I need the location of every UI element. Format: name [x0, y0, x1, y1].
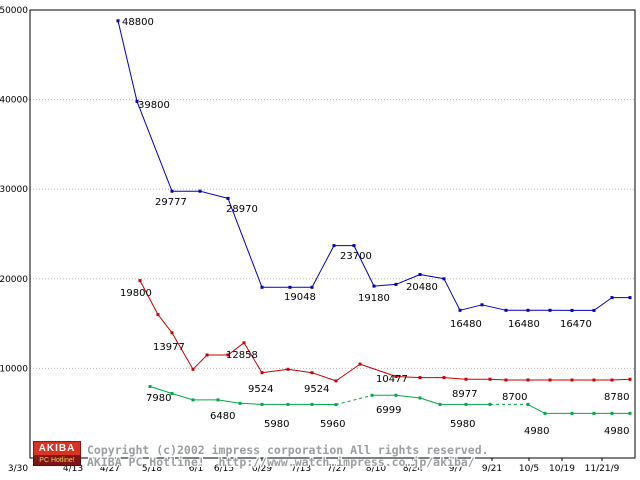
- svg-text:6999: 6999: [376, 405, 401, 416]
- svg-text:8977: 8977: [452, 389, 477, 400]
- svg-text:10/5: 10/5: [519, 464, 539, 474]
- svg-text:8780: 8780: [604, 392, 629, 403]
- copyright-line-2: AKIBA PC Hotline! http://www.watch.impre…: [87, 455, 475, 469]
- series-green: [148, 385, 632, 415]
- svg-text:20000: 20000: [0, 275, 28, 285]
- svg-text:10000: 10000: [0, 364, 28, 374]
- svg-text:10477: 10477: [376, 374, 408, 385]
- svg-text:7/27: 7/27: [327, 464, 347, 474]
- svg-text:30000: 30000: [0, 185, 28, 195]
- svg-text:16480: 16480: [450, 319, 482, 330]
- svg-text:9524: 9524: [304, 384, 329, 395]
- svg-text:19800: 19800: [120, 288, 152, 299]
- svg-text:4980: 4980: [524, 426, 549, 437]
- svg-text:4980: 4980: [604, 426, 629, 437]
- svg-text:7/13: 7/13: [291, 464, 311, 474]
- svg-text:4/27: 4/27: [100, 464, 120, 474]
- svg-text:9/7: 9/7: [449, 464, 463, 474]
- svg-text:5/18: 5/18: [142, 464, 162, 474]
- svg-text:8/24: 8/24: [403, 464, 423, 474]
- series-red: [138, 279, 632, 383]
- series-blue: [116, 19, 632, 312]
- point-labels: 48800 39800 29777 28970 19048 23700 19180 20480…: [120, 17, 629, 437]
- copyright-line-1: Copyright (c)2002 impress corporation Al…: [87, 443, 489, 457]
- svg-text:8/10: 8/10: [366, 464, 386, 474]
- svg-text:28970: 28970: [226, 204, 258, 215]
- svg-text:9/21: 9/21: [482, 464, 502, 474]
- logo-subtitle: PC Hotline!: [33, 456, 81, 466]
- svg-text:48800: 48800: [122, 17, 154, 28]
- svg-text:13977: 13977: [153, 342, 185, 353]
- svg-text:8700: 8700: [502, 392, 527, 403]
- svg-text:50000: 50000: [0, 6, 28, 16]
- svg-text:7980: 7980: [146, 393, 171, 404]
- svg-text:16480: 16480: [508, 319, 540, 330]
- svg-text:5980: 5980: [264, 419, 289, 430]
- svg-text:39800: 39800: [138, 100, 170, 111]
- svg-text:19048: 19048: [284, 292, 316, 303]
- svg-text:40000: 40000: [0, 96, 28, 106]
- svg-text:6/15: 6/15: [214, 464, 234, 474]
- svg-text:11/21/9: 11/21/9: [585, 464, 620, 474]
- chart-axes: 50000 40000 30000 20000 10000 3/30 4/13 4/27 5/1…: [0, 6, 636, 474]
- svg-text:6480: 6480: [210, 411, 235, 422]
- svg-text:10/19: 10/19: [549, 464, 575, 474]
- svg-text:16470: 16470: [560, 319, 592, 330]
- svg-text:29777: 29777: [155, 197, 187, 208]
- svg-text:12858: 12858: [226, 350, 258, 361]
- akiba-pc-hotline-logo: AKIBA PC Hotline!: [33, 441, 81, 466]
- svg-text:4/13: 4/13: [63, 464, 83, 474]
- svg-text:20480: 20480: [406, 282, 438, 293]
- svg-text:23700: 23700: [340, 251, 372, 262]
- logo-title: AKIBA: [33, 441, 81, 456]
- svg-text:6/1: 6/1: [189, 464, 203, 474]
- svg-text:19180: 19180: [358, 293, 390, 304]
- svg-text:6/29: 6/29: [252, 464, 272, 474]
- svg-text:5960: 5960: [320, 419, 345, 430]
- svg-text:5980: 5980: [450, 419, 475, 430]
- svg-text:9524: 9524: [248, 384, 273, 395]
- svg-text:3/30: 3/30: [8, 464, 28, 474]
